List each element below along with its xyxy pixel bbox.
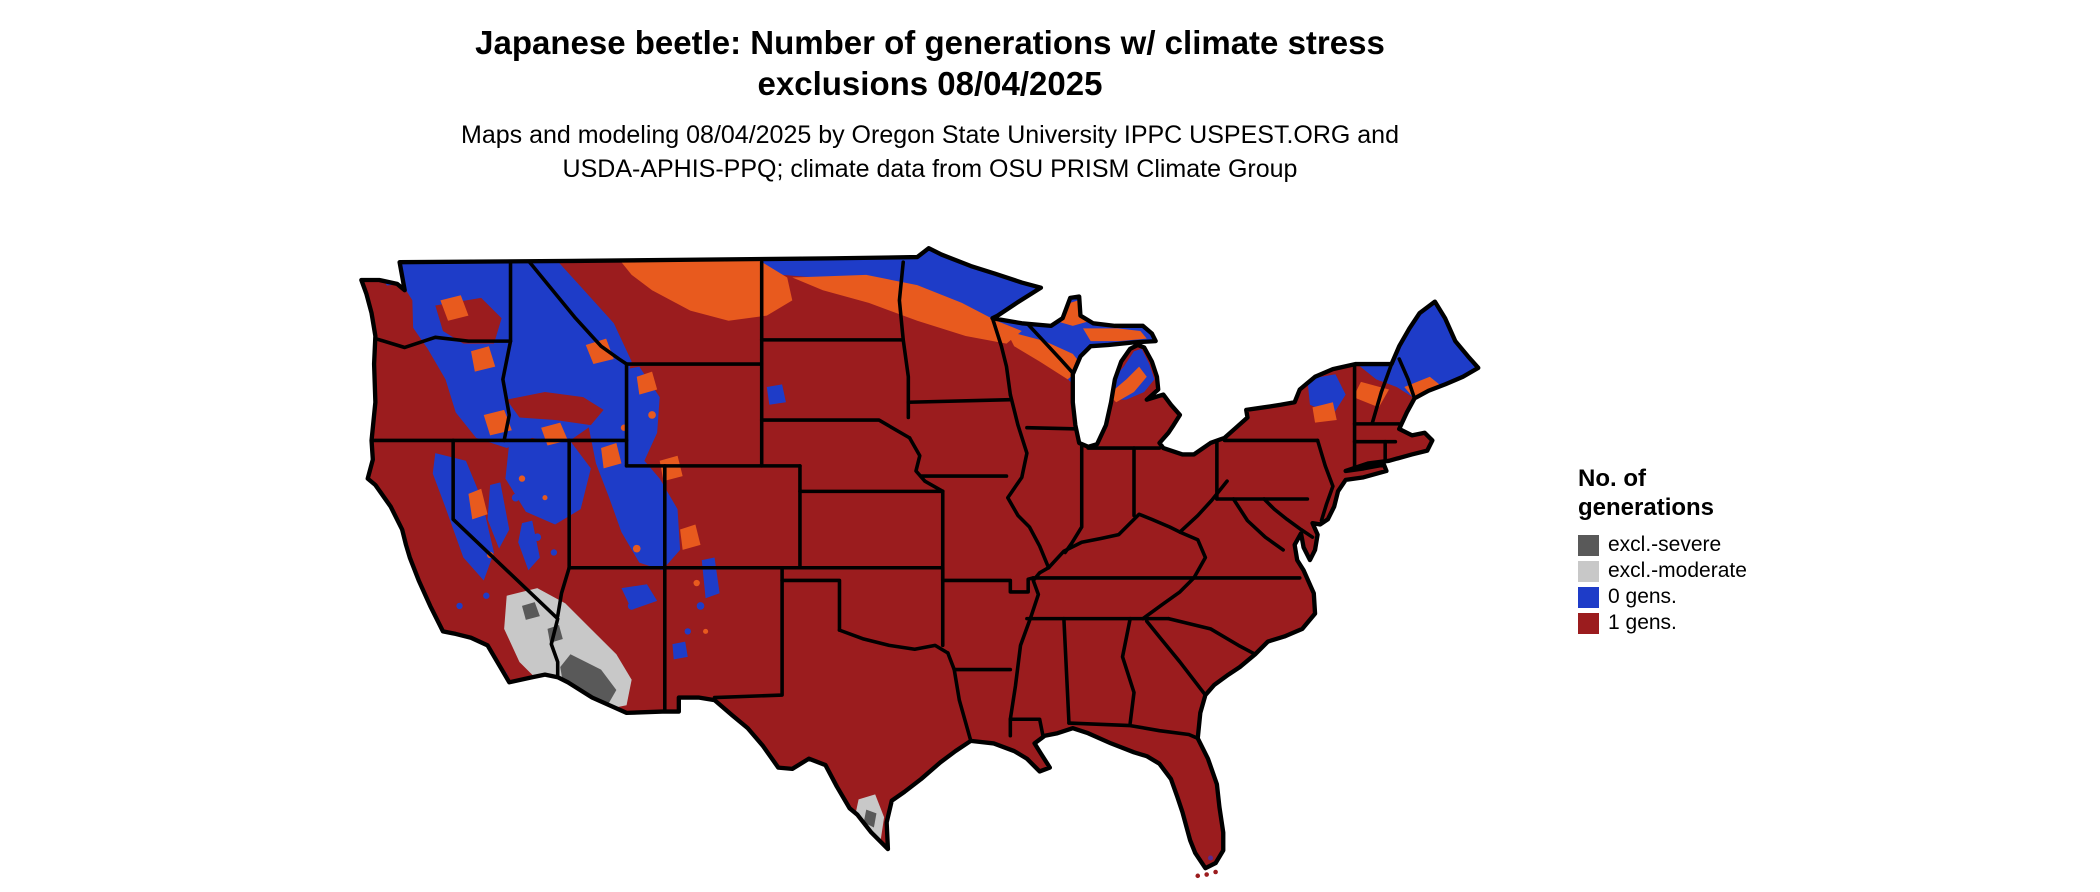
us-outline (359, 246, 1481, 871)
map-layer-transition-orange (440, 259, 1443, 634)
legend: No. of generations excl.-severe excl.-mo… (1578, 464, 1747, 636)
legend-swatch-excl-severe (1578, 534, 1599, 556)
legend-label-1-gens: 1 gens. (1608, 611, 1677, 634)
page-title-line1: Japanese beetle: Number of generations w… (475, 24, 1385, 61)
page-title-line2: exclusions 08/04/2025 (757, 65, 1103, 102)
legend-swatch-0-gens (1578, 586, 1599, 608)
page-subtitle-line1: Maps and modeling 08/04/2025 by Oregon S… (461, 121, 1399, 149)
legend-swatch-excl-moderate (1578, 560, 1599, 582)
map-layer-state-borders (369, 260, 1417, 743)
legend-title: No. of generations (1578, 464, 1747, 522)
legend-swatch-1-gens (1578, 612, 1599, 634)
legend-label-excl-moderate: excl.-moderate (1608, 559, 1747, 582)
page-title: Japanese beetle: Number of generations w… (330, 22, 1530, 104)
page-subtitle: Maps and modeling 08/04/2025 by Oregon S… (330, 118, 1530, 186)
legend-label-0-gens: 0 gens. (1608, 585, 1677, 608)
page-subtitle-line2: USDA-APHIS-PPQ; climate data from OSU PR… (562, 155, 1298, 183)
legend-item-excl-moderate: excl.-moderate (1578, 558, 1747, 584)
legend-item-1-gens: 1 gens. (1578, 610, 1747, 636)
florida-keys-speckles (1195, 869, 1218, 879)
legend-title-line1: No. of (1578, 465, 1646, 492)
us-map (359, 246, 1481, 879)
legend-item-excl-severe: excl.-severe (1578, 532, 1747, 558)
legend-title-line2: generations (1578, 494, 1715, 521)
legend-label-excl-severe: excl.-severe (1608, 533, 1722, 556)
map-canvas (318, 224, 1542, 886)
legend-item-0-gens: 0 gens. (1578, 584, 1747, 610)
